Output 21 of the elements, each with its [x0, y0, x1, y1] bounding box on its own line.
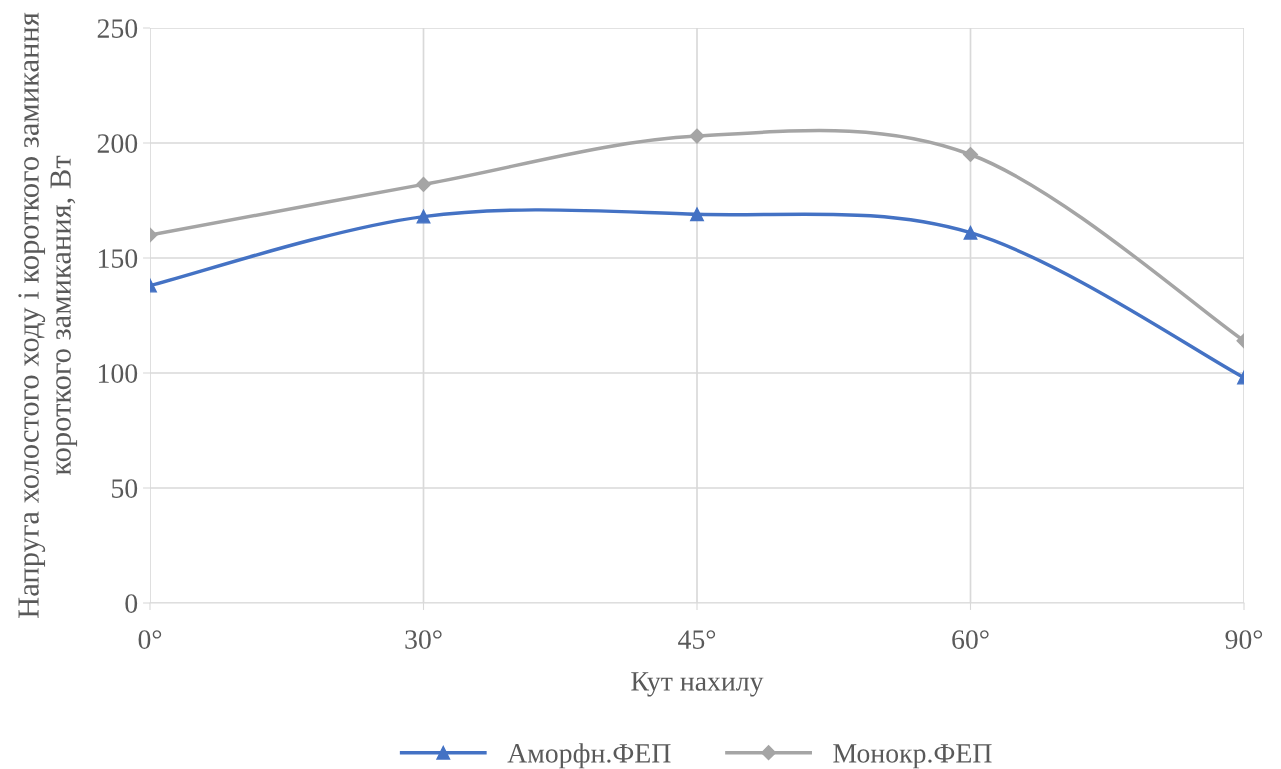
point: [690, 207, 704, 222]
point: [415, 176, 432, 192]
x-tick-label: 60°: [952, 630, 989, 649]
y-tick-label: 200: [97, 134, 138, 153]
x-tick-label: 90°: [1225, 630, 1263, 649]
y-tick-label: 250: [97, 19, 138, 38]
x-tick-label: 30°: [405, 630, 442, 649]
y-tick-label: 0: [125, 594, 138, 613]
x-axis-title: Кут нахилу: [631, 672, 764, 697]
x-tick-label: 45°: [678, 630, 716, 649]
y-tick-label: 100: [98, 364, 138, 383]
y-tick-label: 150: [98, 249, 138, 268]
y-axis-title: Напруга холостого ходу і короткого замикання короткого замикания, Вт: [18, 12, 78, 618]
x-tick-label: 0°: [138, 630, 162, 649]
point: [963, 225, 978, 240]
legend-label: Монокр.ФЕП: [833, 744, 992, 769]
y-tick-label: 50: [112, 479, 138, 498]
legend-label: Аморфн.ФЕП: [507, 743, 671, 769]
point: [689, 128, 705, 144]
point: [962, 146, 979, 163]
point: [416, 209, 431, 224]
